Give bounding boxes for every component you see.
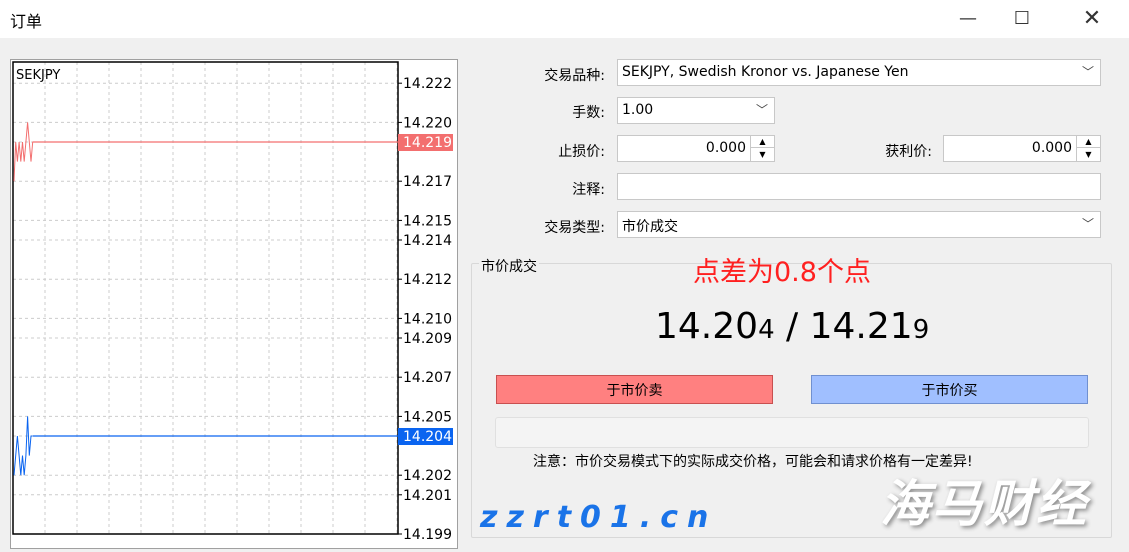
chevron-down-icon: ﹀ [755,103,768,117]
comment-input[interactable] [617,173,1101,200]
maximize-icon[interactable]: ☐ [1013,7,1031,29]
y-tick-label: 14.212 [403,272,452,288]
ask-price-tag [398,134,453,151]
y-tick-label: 14.205 [403,409,452,425]
symbol-label: 交易品种: [544,68,605,84]
order-type-value: 市价成交 [622,219,678,235]
stop-loss-value: 0.000 [705,140,746,156]
take-profit-spinner[interactable]: ▲ ▼ [1076,136,1100,161]
y-tick-label: 14.202 [403,468,452,484]
take-profit-value: 0.000 [1031,140,1072,156]
price-chart: 14.222 14.220 14.217 14.215 14.214 14.212 14.2… [10,59,458,549]
volume-value: 1.00 [622,102,654,118]
watermark-url: zzrt01.cn [480,500,718,535]
spread-annotation: 点差为0.8个点 [693,257,871,288]
stop-loss-spinner[interactable]: ▲ ▼ [750,136,774,161]
market-execution-group [471,263,1112,538]
y-tick-label: 14.209 [403,331,452,347]
y-tick-label: 14.220 [403,115,452,131]
volume-label: 手数: [572,105,605,121]
sell-by-market-button[interactable]: 于市价卖 [496,375,773,404]
order-type-select[interactable]: 市价成交 ﹀ [617,211,1101,238]
arrow-down-icon[interactable]: ▼ [759,149,766,159]
symbol-select[interactable]: SEKJPY, Swedish Kronor vs. Japanese Yen ﹀ [617,59,1101,86]
minimize-icon[interactable]: — [959,7,977,29]
y-tick-label: 14.199 [403,527,452,543]
ask-tick-line [13,122,35,182]
price-separator: / [774,306,810,347]
arrow-down-icon[interactable]: ▼ [1085,149,1092,159]
market-note: 注意：市价交易模式下的实际成交价格，可能会和请求价格有一定差异! [533,454,973,470]
y-tick-label: 14.201 [403,488,452,504]
bid-price: 14.20 [655,306,759,347]
y-tick-label: 14.207 [403,370,452,386]
stop-loss-input[interactable]: 0.000 ▲ ▼ [617,135,775,162]
ask-price-pip: 9 [912,315,930,345]
close-icon[interactable]: ✕ [1082,5,1102,31]
bid-price-tag [398,428,453,445]
arrow-up-icon[interactable]: ▲ [1077,136,1100,148]
title-bar: 订单 — ☐ ✕ [0,0,1129,38]
y-tick-label: 14.215 [403,213,452,229]
order-type-label: 交易类型: [544,220,605,236]
comment-label: 注释: [572,182,605,198]
ask-price: 14.21 [809,306,913,347]
chevron-down-icon: ﹀ [1081,65,1094,79]
price-display: 14.204 / 14.219 [655,306,929,347]
take-profit-label: 获利价: [885,144,932,160]
watermark-logo: 海马财经 [880,475,1088,533]
y-tick-label: 14.217 [403,174,452,190]
chevron-down-icon: ﹀ [1081,217,1094,231]
status-bar [495,417,1089,448]
y-tick-label: 14.210 [403,311,452,327]
y-tick-label: 14.222 [403,76,452,92]
chart-svg: 14.222 14.220 14.217 14.215 14.214 14.212 14.2… [12,61,453,543]
symbol-value: SEKJPY, Swedish Kronor vs. Japanese Yen [622,64,909,80]
bid-tick-line [13,416,33,476]
bid-price-tag-label: 14.204 [403,429,452,445]
y-tick-label: 14.214 [403,233,452,249]
chart-symbol: SEKJPY [16,68,60,83]
ask-price-tag-label: 14.219 [403,135,452,151]
take-profit-input[interactable]: 0.000 ▲ ▼ [943,135,1101,162]
bid-price-pip: 4 [758,315,775,345]
stop-loss-label: 止损价: [558,144,605,160]
arrow-up-icon[interactable]: ▲ [751,136,774,148]
window-title: 订单 [10,12,43,31]
volume-select[interactable]: 1.00 ﹀ [617,97,775,124]
group-title: 市价成交 [479,256,539,276]
plot-border [12,61,399,535]
buy-by-market-button[interactable]: 于市价买 [811,375,1088,404]
